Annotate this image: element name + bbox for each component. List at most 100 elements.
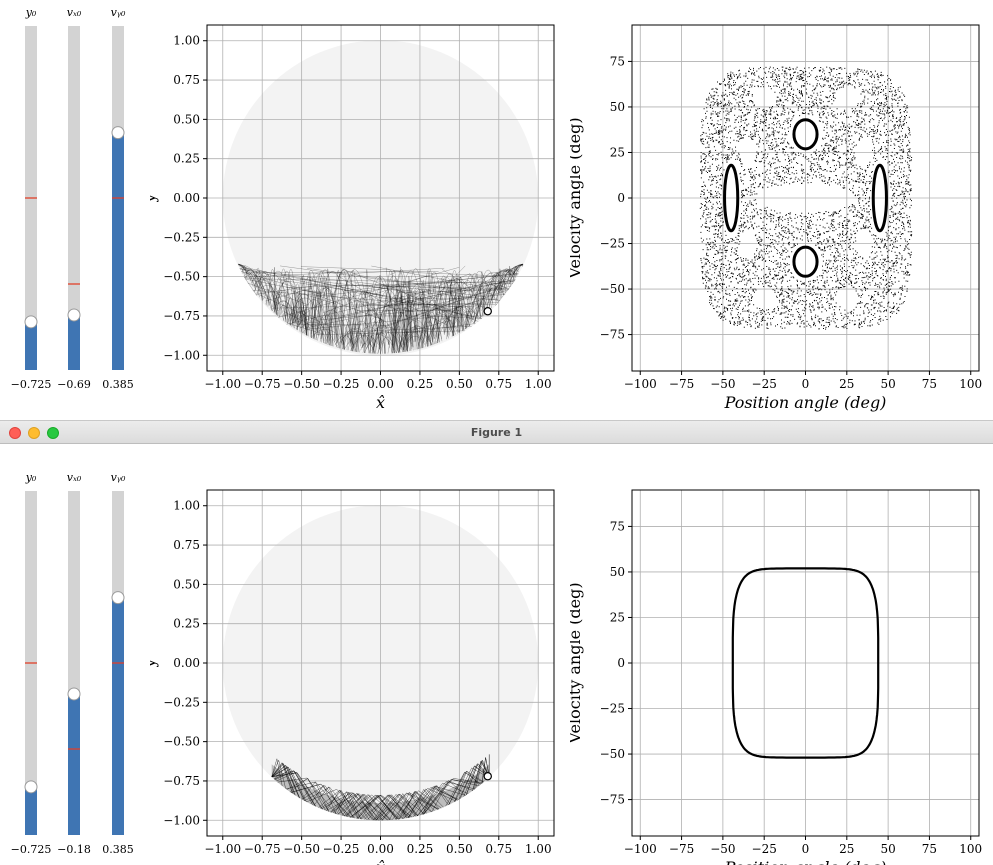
x-tick-label: 0.75 [485,377,512,391]
top-phase-plot: −100 −75 −50 −25 0 25 50 75 100 75 50 25 0 −25 −50 −75 P… [570,24,982,412]
close-window-icon[interactable] [9,427,21,439]
x-tick-label: 0.25 [407,377,434,391]
slider-0[interactable]: y₀ −0.725 [11,6,52,391]
current-position-marker [483,772,492,781]
slider-1[interactable]: vₓ₀ −0.69 [57,6,91,391]
slider-handle[interactable] [111,591,125,605]
trajectory-band [271,764,490,821]
slider-value: −0.725 [11,378,52,391]
x-tick-label: −0.75 [244,377,281,391]
window-title: Figure 1 [470,426,523,439]
x-tick-label: 50 [880,842,895,856]
x-tick-label: −0.25 [323,377,360,391]
x-axis-label: Position angle (deg) [724,393,887,412]
slider-value: 0.385 [102,843,134,856]
slider-handle[interactable] [67,308,81,322]
top-trajectory-plot: −1.00 −0.75 −0.50 −0.25 0.00 0.25 0.50 0.75 1.00… [150,24,555,412]
x-tick-label: 100 [959,842,982,856]
y-tick-label: −75 [600,793,625,807]
grid-lines [632,490,979,836]
x-axis-label: x̂ [376,393,385,412]
y-tick-label: −0.25 [163,695,200,709]
top-slider-group[interactable]: y₀ −0.725 vₓ₀ −0.69 vᵧ₀ 0.385 [0,0,150,400]
y-tick-label: −1.00 [163,348,200,362]
y-tick-label: 0.00 [173,656,200,670]
y-tick-label: 0 [617,656,625,670]
slider-fill [112,597,124,835]
slider-2[interactable]: vᵧ₀ 0.385 [102,6,134,391]
y-axis-label: Velocity angle (deg) [570,582,584,744]
x-tick-label: −1.00 [204,842,241,856]
grid-lines [632,25,979,371]
slider-label: y₀ [25,6,37,19]
x-tick-label: −75 [669,842,694,856]
y-tick-label: 1.00 [173,34,200,48]
y-tick-label: 0.50 [173,112,200,126]
y-tick-label: −75 [600,328,625,342]
x-tick-label: −0.50 [283,842,320,856]
x-tick-label: 0 [802,842,810,856]
x-tick-label: 25 [839,842,854,856]
plot-frame [206,24,555,372]
y-tick-label: −25 [600,237,625,251]
island-right [871,163,888,233]
slider-handle[interactable] [24,315,38,329]
slider-handle[interactable] [24,780,38,794]
minimize-window-icon[interactable] [28,427,40,439]
y-tick-label: 0.25 [173,617,200,631]
slider-handle[interactable] [67,687,81,701]
x-tick-label: −0.75 [244,842,281,856]
slider-value: 0.385 [102,378,134,391]
x-tick-label: 0.00 [367,842,394,856]
bottom-trajectory-plot: −1.00 −0.75 −0.50 −0.25 0.00 0.25 0.50 0.75 1.00… [150,489,555,865]
y-tick-label: 0.50 [173,577,200,591]
y-tick-label: 75 [610,54,625,68]
zoom-window-icon[interactable] [47,427,59,439]
slider-2[interactable]: vᵧ₀ 0.385 [102,471,134,856]
bottom-figure-window: Figure 1 y₀ −0.725 vₓ₀ −0.18 vᵧ₀ 0.385 −1.00−… [0,420,993,865]
slider-fill [68,314,80,370]
y-tick-label: 0.25 [173,152,200,166]
window-titlebar[interactable]: Figure 1 [0,420,993,444]
slider-1[interactable]: vₓ₀ −0.18 [57,471,91,856]
slider-label: vᵧ₀ [111,471,126,484]
x-tick-label: −0.25 [323,842,360,856]
slider-value: −0.69 [57,378,91,391]
y-tick-label: 50 [610,100,625,114]
x-tick-label: −50 [710,842,735,856]
slider-value: −0.18 [57,843,91,856]
x-tick-label: −50 [710,377,735,391]
slider-label: y₀ [25,471,37,484]
island-left [723,163,740,233]
x-tick-label: −0.50 [283,377,320,391]
bottom-slider-group[interactable]: y₀ −0.725 vₓ₀ −0.18 vᵧ₀ 0.385 [0,444,150,865]
y-tick-label: 0.75 [173,538,200,552]
y-tick-label: −25 [600,702,625,716]
grid-lines [207,490,554,836]
island-lower [792,245,819,278]
y-tick-label: 25 [610,610,625,624]
trajectory-path [271,754,490,821]
slider-fill [112,132,124,370]
x-tick-label: 1.00 [525,377,552,391]
slider-0[interactable]: y₀ −0.725 [11,471,52,856]
y-axis-label: ŷ [150,193,159,203]
y-axis-label: ŷ [150,658,159,668]
invariant-curve [731,567,880,759]
slider-handle[interactable] [111,126,125,140]
x-tick-label: 0.25 [407,842,434,856]
x-axis-label: Position angle (deg) [724,858,887,865]
y-tick-label: −0.50 [163,270,200,284]
y-tick-label: −0.75 [163,774,200,788]
slider-label: vₓ₀ [67,6,82,19]
slider-fill [68,693,80,835]
island-upper [792,118,819,151]
y-tick-label: −50 [600,747,625,761]
top-figure: y₀ −0.725 vₓ₀ −0.69 vᵧ₀ 0.385 −1.00 −0.75 −0.50… [0,0,993,420]
x-tick-label: 0.50 [446,842,473,856]
y-tick-label: 0.75 [173,73,200,87]
y-tick-label: −0.25 [163,230,200,244]
y-tick-label: 25 [610,145,625,159]
y-tick-label: 1.00 [173,499,200,513]
plot-frame [631,489,980,837]
